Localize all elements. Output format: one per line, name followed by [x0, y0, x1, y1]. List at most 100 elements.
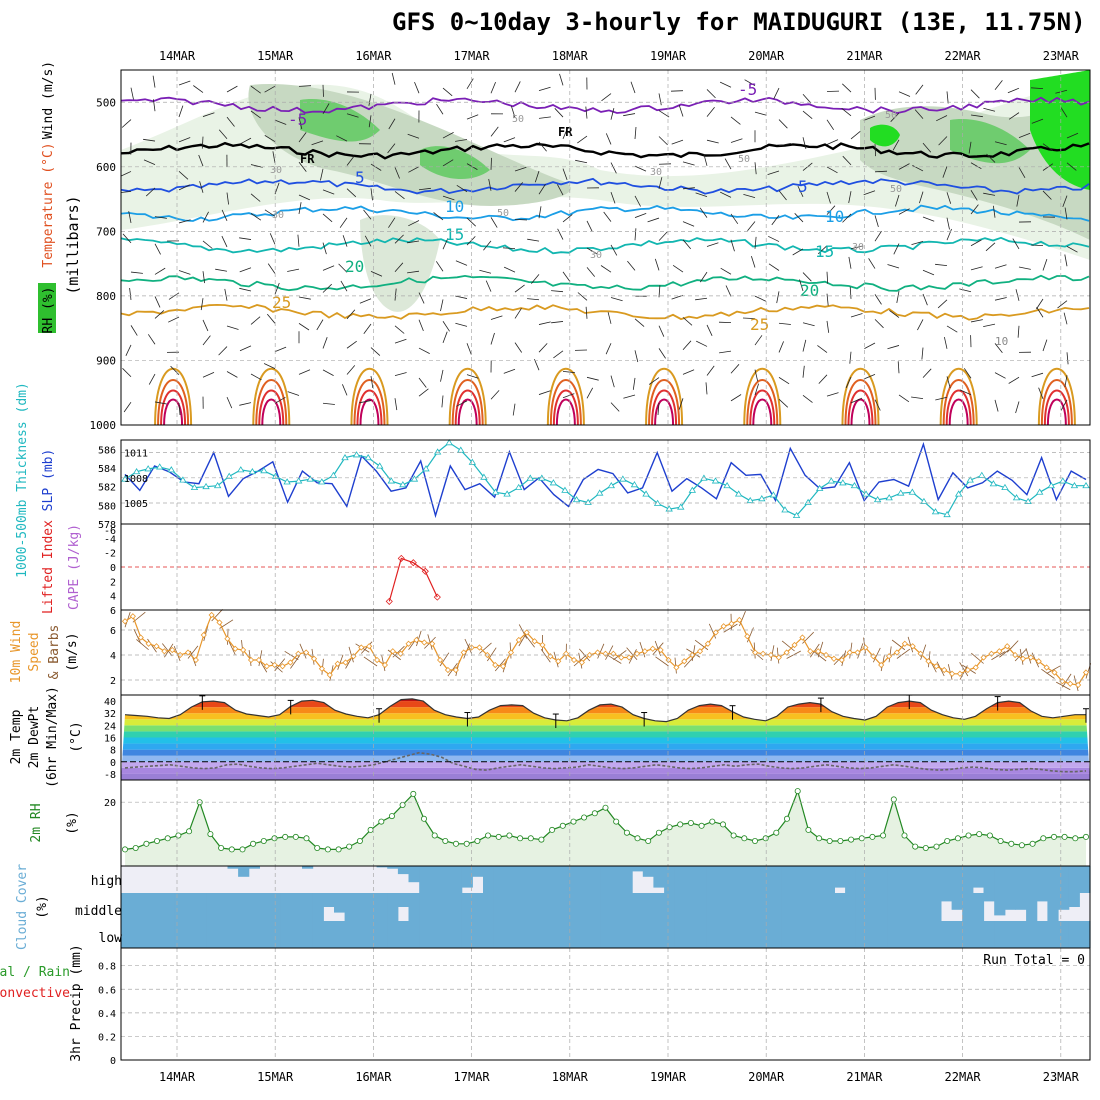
wind-speed-point — [444, 666, 452, 674]
wind-speed-point — [1035, 658, 1042, 665]
rh-point — [538, 836, 545, 843]
wind-barb — [538, 141, 547, 152]
wind-barb — [221, 235, 228, 248]
cloud-bar-high — [376, 866, 388, 868]
wind-speed-point — [310, 655, 318, 662]
date-label-top: 23MAR — [1043, 49, 1080, 63]
cloud-bar-high — [1026, 866, 1038, 893]
wind-barb — [938, 136, 948, 146]
wind-barb — [994, 372, 1006, 379]
date-label-bottom: 14MAR — [159, 1070, 196, 1084]
wind-barb — [436, 103, 444, 115]
wind-barb — [218, 129, 228, 140]
wind-barb — [678, 104, 684, 117]
wind-barb — [994, 141, 1007, 146]
thickness-point — [410, 475, 419, 482]
wind-barb — [490, 315, 503, 320]
wind-barb — [298, 161, 307, 172]
temp-tick-label: 0 — [110, 758, 116, 769]
warm-contour-loop — [353, 379, 386, 425]
cloud-bar-low — [312, 921, 324, 948]
cloud-bar-high — [887, 866, 899, 893]
thickness-point — [1024, 497, 1032, 504]
cloud-bar-middle — [387, 893, 399, 921]
temperature-label: 10 — [825, 207, 844, 226]
wind-barb — [263, 363, 276, 370]
wind-speed-point — [775, 654, 782, 661]
label-convective: Convective — [0, 986, 70, 1001]
wind-barb — [586, 267, 596, 277]
cloud-bar-low — [696, 921, 708, 948]
wind-barb — [658, 177, 663, 189]
wind-barb — [562, 370, 575, 374]
thickness-point — [931, 508, 940, 515]
thickness-point — [1082, 481, 1090, 489]
label-temp-unit: (°C) — [69, 721, 84, 752]
wind-barb — [797, 185, 804, 198]
wind-barb — [442, 132, 454, 139]
wind-barb — [695, 192, 708, 198]
cloud-bar-low — [759, 921, 772, 948]
wind-barb — [466, 343, 472, 355]
surface-wind-barb — [723, 623, 738, 633]
wind-barb — [994, 343, 1003, 354]
wind-barb — [178, 171, 189, 180]
thickness-point — [850, 481, 859, 489]
cloud-bar-high — [632, 866, 644, 872]
cloud-bar-low — [951, 921, 963, 948]
pressure-tick-label: 700 — [96, 225, 116, 238]
cloud-bar-low — [1079, 921, 1091, 948]
wind-barb — [503, 137, 516, 143]
cloud-bar-middle — [419, 893, 431, 921]
thickness-point — [1047, 481, 1055, 489]
rh-point — [314, 845, 321, 852]
cloud-bar-high — [909, 866, 921, 893]
wind-barb — [514, 342, 523, 353]
cloud-bar-high — [568, 866, 580, 893]
cloud-bar-low — [845, 921, 857, 948]
wind-barb — [388, 217, 396, 228]
cloud-bar-high — [685, 866, 697, 893]
cloud-bar-high — [429, 866, 441, 893]
wind-barb — [154, 243, 161, 255]
wind-barb — [298, 132, 307, 143]
label-wind: Wind (m/s) — [41, 61, 56, 139]
thickness-point — [260, 467, 268, 474]
surface-wind-barb — [427, 634, 433, 650]
cloud-bar-low — [802, 921, 814, 948]
wind-barb — [678, 398, 684, 410]
wind-barb — [338, 263, 348, 273]
wind-barb — [370, 270, 383, 277]
thickness-tick-label: 584 — [98, 464, 116, 475]
cloud-bar-high — [578, 866, 591, 893]
wind-barb — [802, 272, 812, 282]
wind-barb — [720, 191, 732, 198]
cloud-bar-low — [866, 921, 878, 948]
cloud-bar-middle — [749, 893, 761, 921]
wind-barb — [298, 296, 311, 300]
cloud-bar-middle — [823, 893, 835, 921]
wind-barb — [634, 228, 637, 241]
cloud-bar-middle — [334, 893, 346, 913]
date-label-top: 15MAR — [257, 49, 294, 63]
wind-barb — [239, 402, 252, 406]
cloud-bar-middle — [216, 893, 228, 921]
cloud-bar-middle — [557, 893, 569, 921]
thickness-point — [734, 490, 743, 497]
wind-barb — [121, 171, 132, 177]
cloud-bar-middle — [483, 893, 495, 921]
wind-speed-point — [909, 643, 916, 650]
thickness-point — [711, 477, 720, 484]
wind-barb — [287, 391, 300, 396]
temperature-band — [121, 737, 1090, 744]
wind-barb — [201, 136, 204, 149]
wind-barb — [890, 112, 900, 122]
wind-barb — [1008, 376, 1020, 384]
rh-point — [346, 843, 353, 850]
date-label-bottom: 20MAR — [748, 1070, 785, 1084]
rh-label: 30 — [590, 250, 602, 261]
wind-barb — [559, 73, 564, 86]
wind-barb — [442, 238, 449, 250]
wind-speed-point — [381, 661, 389, 669]
